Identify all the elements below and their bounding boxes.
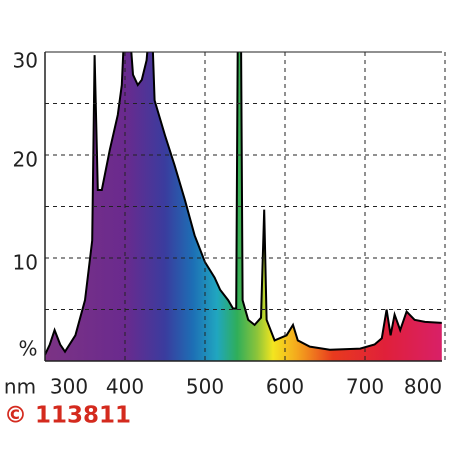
y-tick-label: 10: [13, 251, 38, 275]
x-tick-label: 800: [404, 375, 442, 399]
x-tick-label: 400: [106, 375, 144, 399]
x-axis-label: nm: [4, 375, 36, 399]
spectrum-line: [45, 52, 442, 356]
x-tick-label: 700: [346, 375, 384, 399]
x-tick-label: 500: [186, 375, 224, 399]
y-tick-label: 20: [13, 148, 38, 172]
x-tick-label: 300: [50, 375, 88, 399]
spectrum-area: [45, 52, 442, 361]
y-axis-label: %: [18, 337, 37, 361]
watermark: © 113811: [4, 403, 131, 429]
y-tick-label: 30: [13, 49, 38, 73]
x-tick-label: 600: [266, 375, 304, 399]
